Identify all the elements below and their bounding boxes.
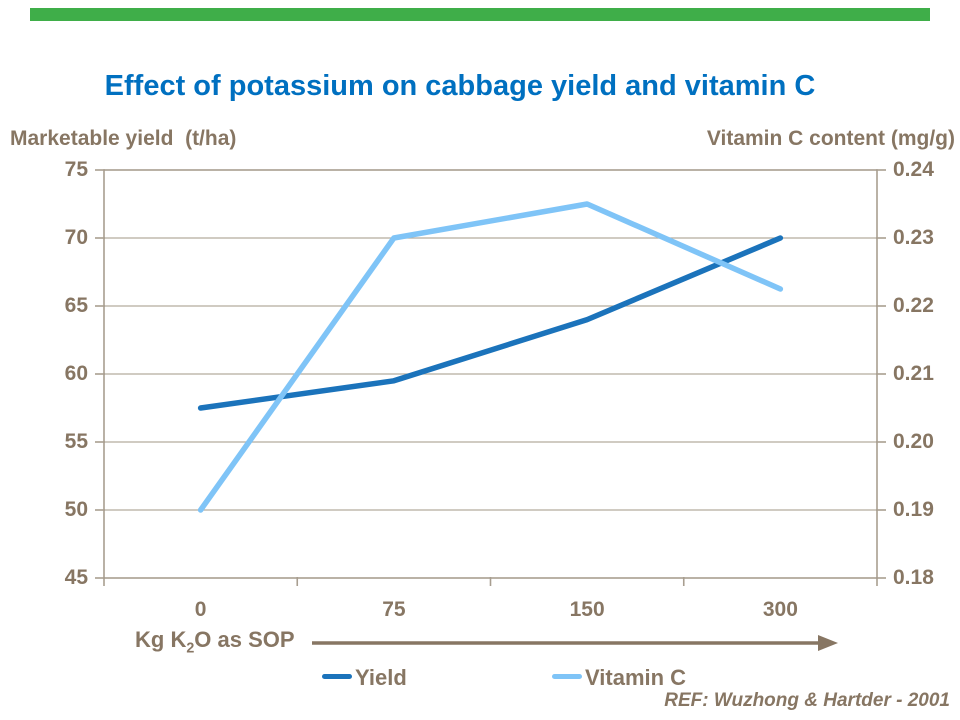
x-axis-tick-0: 0: [194, 598, 207, 621]
x-axis-title-subscript: 2: [186, 640, 195, 657]
left-axis-tick-75: 75: [64, 158, 88, 181]
left-axis-title: Marketable yield (t/ha): [10, 127, 237, 150]
left-axis-tick-50: 50: [64, 498, 88, 521]
legend-label-vitamin-c: Vitamin C: [585, 665, 687, 691]
series-line-vitamin-c: [197, 201, 784, 513]
top-accent-bar: [30, 8, 930, 21]
chart-title: Effect of potassium on cabbage yield and…: [104, 70, 816, 102]
right-axis-title: Vitamin C content (mg/g): [706, 127, 955, 150]
legend-item-yield: Yield: [322, 664, 407, 692]
x-axis-title-text-suffix: O as SOP: [194, 627, 295, 652]
left-axis-tick-45: 45: [64, 566, 88, 589]
x-axis-tick-150: 150: [569, 598, 605, 621]
reference-note: REF: Wuzhong & Hartder - 2001: [664, 690, 950, 711]
left-axis-tick-55: 55: [64, 430, 88, 453]
right-axis-tick-0.24: 0.24: [893, 158, 934, 181]
right-axis-tick-0.21: 0.21: [893, 362, 934, 385]
x-axis-tick-300: 300: [762, 598, 798, 621]
yield-line-swatch: [322, 674, 352, 680]
left-axis-tick-70: 70: [64, 226, 88, 249]
left-axis-tick-65: 65: [64, 294, 88, 317]
x-axis-tick-75: 75: [382, 598, 406, 621]
x-axis-arrow-icon: [818, 635, 838, 651]
right-axis-tick-0.22: 0.22: [893, 294, 934, 317]
right-axis-tick-0.23: 0.23: [893, 226, 934, 249]
x-axis-title-text: Kg K: [135, 627, 187, 652]
right-axis-tick-0.19: 0.19: [893, 498, 934, 521]
legend-label-yield: Yield: [355, 665, 407, 691]
vitamin-c-line-swatch: [552, 674, 582, 680]
right-axis-tick-0.20: 0.20: [893, 430, 934, 453]
right-axis-tick-0.18: 0.18: [893, 566, 934, 589]
series-line-yield: [197, 235, 784, 411]
legend-item-vitamin-c: Vitamin C: [552, 664, 686, 692]
left-axis-tick-60: 60: [64, 362, 88, 385]
x-axis-title: Kg K2O as SOP: [135, 627, 295, 656]
